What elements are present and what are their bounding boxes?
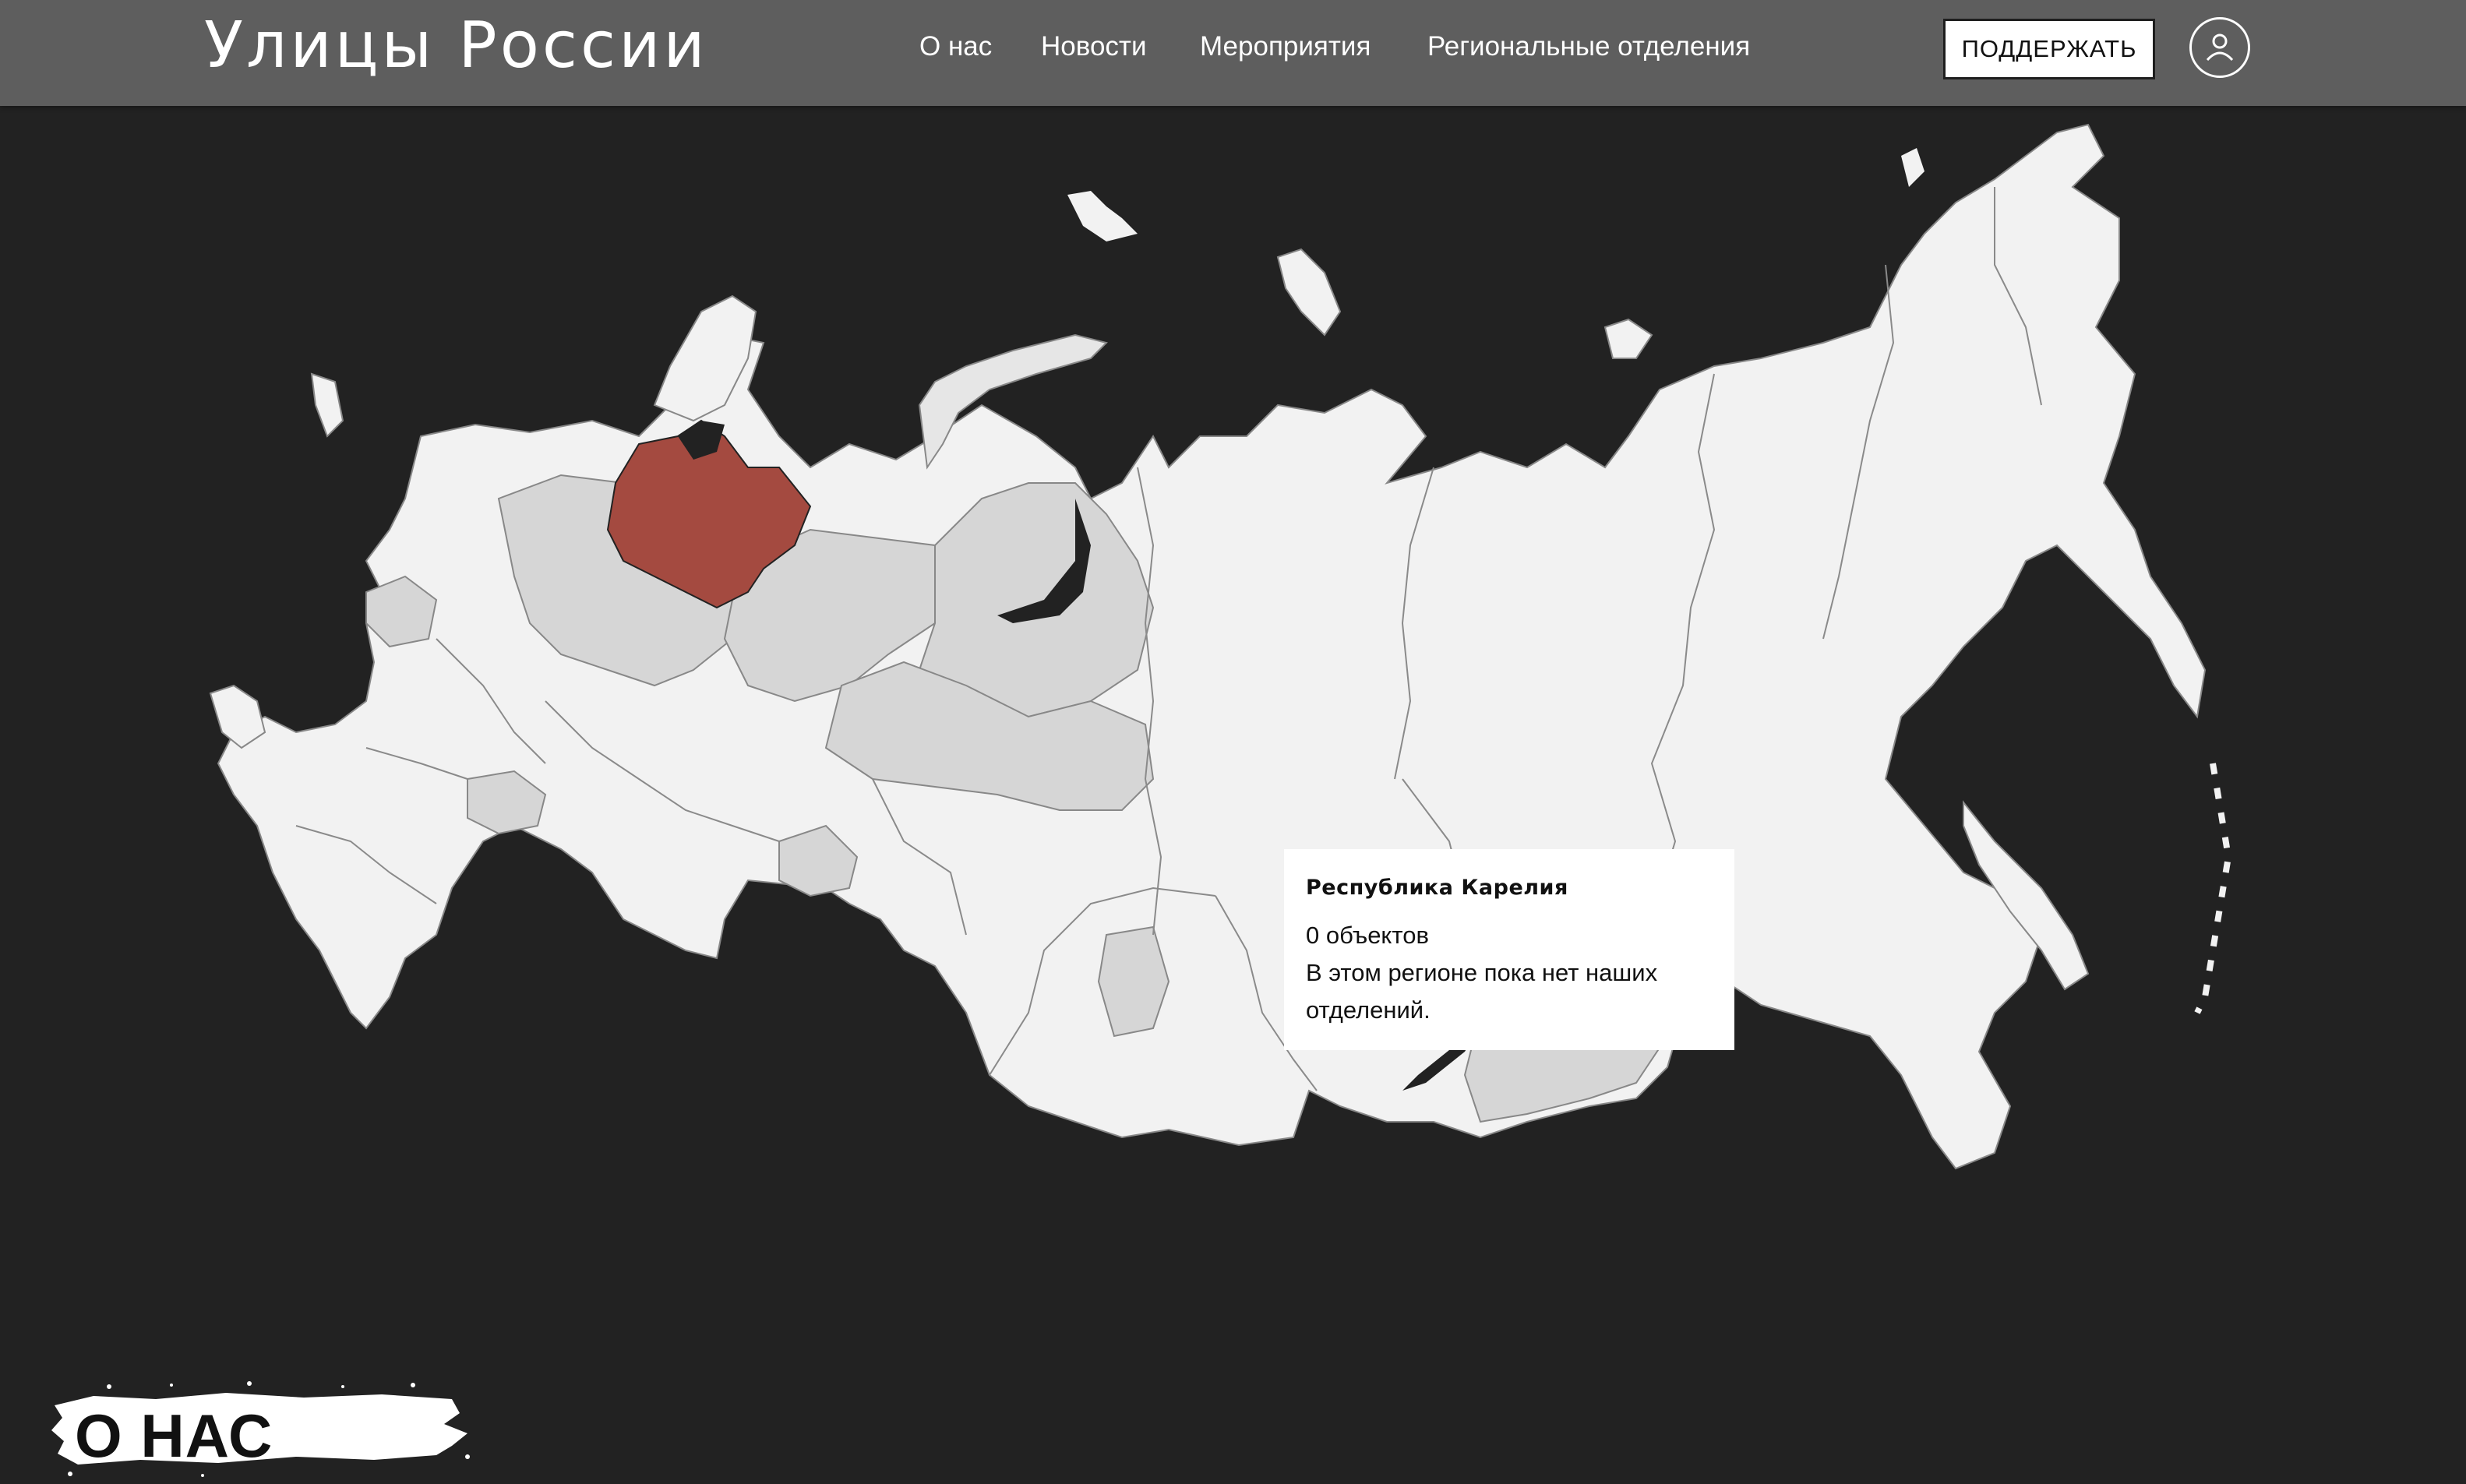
map-severnaya-zemlya — [1276, 248, 1342, 337]
map-kaliningrad — [310, 372, 344, 438]
user-icon — [2206, 33, 2234, 62]
nav-link-events[interactable]: Мероприятия — [1200, 31, 1371, 62]
map-novosibirsk-islands — [1603, 318, 1653, 359]
tooltip-message-line1: В этом регионе пока нет наших — [1306, 959, 1658, 986]
about-section-heading: О НАС — [47, 1379, 483, 1484]
site-header: Улицы России О нас Новости Мероприятия Р… — [0, 0, 2466, 106]
nav-link-about[interactable]: О нас — [919, 31, 993, 62]
tooltip-message-line2: отделений. — [1306, 996, 1431, 1024]
map-kuril-islands — [2194, 763, 2232, 1014]
map-white-sea — [678, 421, 725, 460]
map-novaya-zemlya — [918, 333, 1108, 470]
tooltip-region-name: Республика Карелия — [1306, 876, 1568, 900]
region-tooltip: Республика Карелия 0 объектов В этом рег… — [1284, 849, 1734, 1050]
map-region-tyumen — [778, 824, 859, 897]
map-wrangel-island — [1901, 148, 1924, 187]
about-title: О НАС — [75, 1401, 273, 1470]
map-region-borders — [295, 187, 2042, 1091]
nav-link-news[interactable]: Новости — [1041, 31, 1147, 62]
map-region-khanty — [824, 661, 1155, 811]
map-crimea — [209, 684, 266, 749]
map-ob-gulf — [997, 499, 1091, 623]
map-region-komi — [723, 528, 975, 703]
support-button[interactable]: ПОДДЕРЖАТЬ — [1943, 19, 2155, 79]
map-region-kurgan — [467, 770, 547, 835]
map-region-nw-grey — [365, 575, 438, 648]
map-franz-josef — [1067, 191, 1138, 241]
map-svg — [209, 123, 2232, 1170]
brush-stroke-decoration — [51, 1381, 470, 1477]
tooltip-object-count: 0 объектов — [1306, 922, 1429, 949]
map-sakhalin — [1963, 800, 2090, 991]
nav-link-regional-offices[interactable]: Региональные отделения — [1427, 31, 1751, 62]
russia-regions-map: Республика Карелия 0 объектов В этом рег… — [0, 109, 2466, 1200]
map-landmass — [217, 123, 2207, 1170]
map-kola — [653, 294, 757, 422]
site-logo[interactable]: Улицы России — [204, 9, 708, 83]
account-button[interactable] — [2189, 17, 2250, 78]
